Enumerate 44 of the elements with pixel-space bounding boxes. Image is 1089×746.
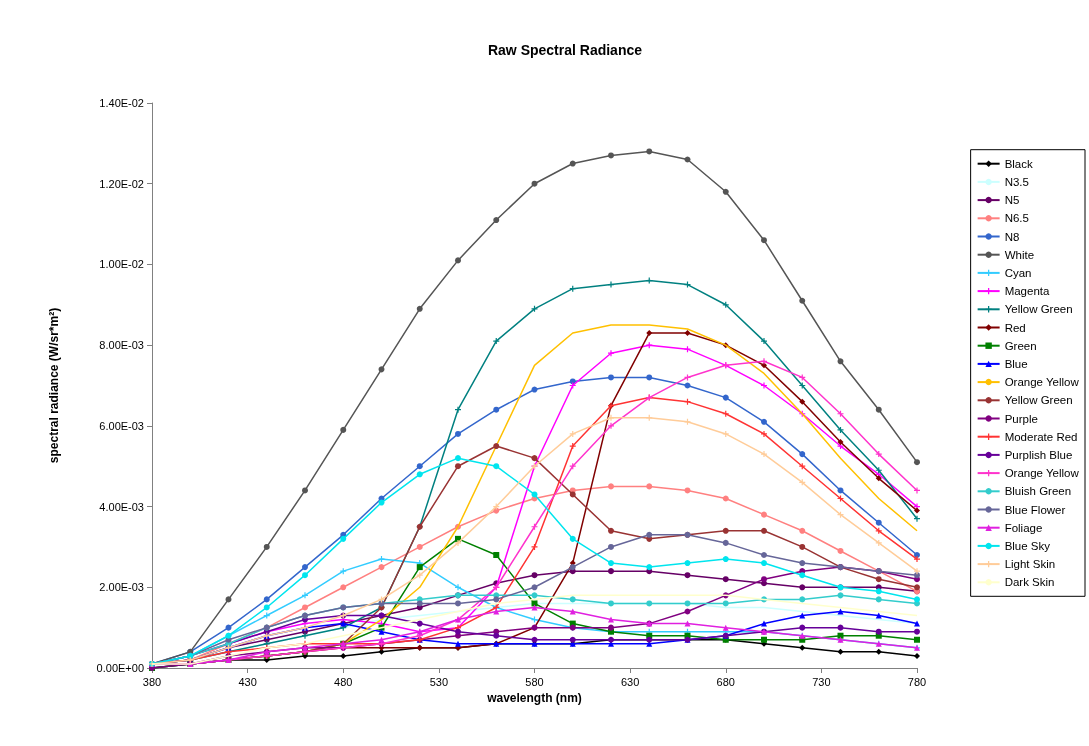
legend-label: Foliage (1004, 521, 1043, 534)
legend-label: Green (1004, 339, 1037, 352)
legend-label: Cyan (1004, 266, 1032, 279)
x-tick-label: 580 (525, 675, 544, 688)
y-tick-label: 8.00E-03 (99, 339, 144, 352)
legend-label: N8 (1004, 230, 1020, 243)
legend-label: Blue Sky (1004, 539, 1051, 552)
x-tick-label: 630 (620, 675, 640, 688)
legend-label: Purplish Blue (1004, 448, 1073, 461)
legend-label: Magenta (1004, 285, 1050, 298)
chart-title: Raw Spectral Radiance (487, 42, 643, 58)
x-tick-label: 730 (812, 675, 831, 688)
legend-label: Blue (1004, 357, 1028, 370)
legend-label: White (1004, 248, 1035, 261)
legend-label: Blue Flower (1004, 503, 1066, 516)
x-tick-label: 680 (716, 675, 735, 688)
legend-label: N3.5 (1004, 175, 1029, 188)
y-axis-title: spectral radiance (W/sr*m²) (47, 307, 61, 464)
x-tick-label: 530 (429, 675, 449, 688)
x-tick-label: 780 (907, 675, 927, 688)
y-tick-label: 0.00E+00 (96, 662, 144, 674)
y-tick-label: 1.20E-02 (99, 177, 144, 190)
legend-label: Orange Yellow (1004, 467, 1080, 480)
legend-label: Yellow Green (1004, 303, 1073, 316)
legend-label: N6.5 (1004, 212, 1029, 225)
legend-label: Black (1004, 157, 1033, 170)
y-tick-label: 1.00E-02 (99, 258, 144, 271)
x-tick-label: 480 (334, 675, 353, 688)
legend-label: Yellow Green (1004, 394, 1073, 407)
legend-label: Bluish Green (1004, 485, 1072, 498)
x-tick-label: 430 (238, 675, 257, 688)
legend-label: Moderate Red (1004, 430, 1078, 443)
x-axis-title: wavelength (nm) (486, 690, 582, 705)
legend-label: N5 (1004, 194, 1020, 207)
legend-label: Red (1004, 321, 1026, 334)
y-tick-label: 2.00E-03 (99, 581, 144, 594)
x-tick-label: 380 (142, 675, 162, 688)
legend-label: Dark Skin (1004, 576, 1055, 589)
legend-label: Orange Yellow (1004, 376, 1080, 389)
legend-label: Purple (1004, 412, 1038, 425)
y-tick-label: 4.00E-03 (99, 500, 144, 513)
y-tick-label: 6.00E-03 (99, 419, 144, 432)
legend-label: Light Skin (1004, 558, 1056, 571)
y-tick-label: 1.40E-02 (99, 97, 144, 109)
